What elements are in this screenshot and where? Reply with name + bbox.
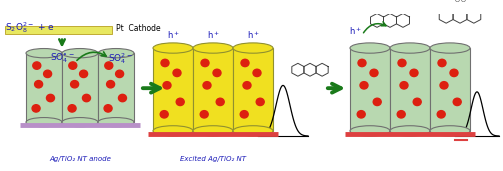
- Circle shape: [397, 111, 405, 118]
- Circle shape: [163, 82, 171, 89]
- Circle shape: [46, 94, 54, 102]
- Circle shape: [161, 59, 169, 67]
- Polygon shape: [430, 48, 470, 131]
- Text: $\mathregular{h^+}$: $\mathregular{h^+}$: [207, 29, 219, 41]
- Circle shape: [243, 82, 251, 89]
- Circle shape: [413, 98, 421, 106]
- Circle shape: [360, 82, 368, 89]
- Polygon shape: [350, 48, 390, 131]
- FancyBboxPatch shape: [5, 26, 112, 34]
- Ellipse shape: [153, 43, 193, 53]
- Circle shape: [450, 69, 458, 77]
- Circle shape: [70, 81, 78, 88]
- Circle shape: [160, 111, 168, 118]
- Polygon shape: [98, 53, 134, 122]
- Circle shape: [203, 82, 211, 89]
- Ellipse shape: [350, 43, 390, 53]
- Ellipse shape: [98, 49, 134, 58]
- Text: $\mathregular{SO_4^{\bullet-}}$: $\mathregular{SO_4^{\bullet-}}$: [50, 51, 74, 65]
- Circle shape: [176, 98, 184, 106]
- Ellipse shape: [62, 117, 98, 127]
- Text: $\mathregular{h^+}$: $\mathregular{h^+}$: [166, 29, 180, 41]
- Circle shape: [370, 69, 378, 77]
- Circle shape: [116, 70, 124, 78]
- Ellipse shape: [98, 117, 134, 127]
- Ellipse shape: [62, 49, 98, 58]
- Ellipse shape: [430, 43, 470, 53]
- Circle shape: [438, 59, 446, 67]
- Circle shape: [105, 62, 113, 69]
- Circle shape: [44, 70, 52, 78]
- Text: $\mathregular{SO_4^{2-}}$: $\mathregular{SO_4^{2-}}$: [108, 51, 132, 66]
- Circle shape: [398, 59, 406, 67]
- Polygon shape: [62, 53, 98, 122]
- Text: Pt  Cathode: Pt Cathode: [116, 24, 160, 33]
- Ellipse shape: [153, 126, 193, 136]
- Text: $\mathregular{S_2O_8^{2-}}$ + e: $\mathregular{S_2O_8^{2-}}$ + e: [5, 20, 55, 35]
- Ellipse shape: [430, 126, 470, 136]
- Circle shape: [241, 59, 249, 67]
- Circle shape: [69, 62, 77, 69]
- Ellipse shape: [350, 126, 390, 136]
- Circle shape: [33, 62, 41, 69]
- Ellipse shape: [233, 126, 273, 136]
- Circle shape: [253, 69, 261, 77]
- Circle shape: [440, 82, 448, 89]
- Circle shape: [104, 105, 112, 112]
- Ellipse shape: [26, 49, 62, 58]
- Circle shape: [437, 111, 445, 118]
- Circle shape: [357, 111, 365, 118]
- Polygon shape: [233, 48, 273, 131]
- Circle shape: [82, 94, 91, 102]
- Polygon shape: [390, 48, 430, 131]
- Circle shape: [216, 98, 224, 106]
- Polygon shape: [26, 53, 62, 122]
- Polygon shape: [193, 48, 233, 131]
- Ellipse shape: [390, 126, 430, 136]
- Circle shape: [410, 69, 418, 77]
- Text: O: O: [460, 0, 465, 3]
- Circle shape: [200, 111, 208, 118]
- Circle shape: [400, 82, 408, 89]
- Text: O: O: [455, 0, 460, 3]
- Circle shape: [453, 98, 461, 106]
- Circle shape: [35, 81, 43, 88]
- Text: Excited Ag/TiO₂ NT: Excited Ag/TiO₂ NT: [180, 156, 246, 162]
- Circle shape: [32, 105, 40, 112]
- Circle shape: [373, 98, 381, 106]
- Circle shape: [240, 111, 248, 118]
- Circle shape: [68, 105, 76, 112]
- Ellipse shape: [233, 43, 273, 53]
- Ellipse shape: [193, 126, 233, 136]
- Ellipse shape: [193, 43, 233, 53]
- Polygon shape: [153, 48, 193, 131]
- Circle shape: [107, 81, 115, 88]
- Circle shape: [173, 69, 181, 77]
- Text: Ag/TiO₂ NT anode: Ag/TiO₂ NT anode: [49, 156, 111, 162]
- Circle shape: [79, 70, 88, 78]
- Circle shape: [256, 98, 264, 106]
- Ellipse shape: [26, 117, 62, 127]
- Circle shape: [119, 94, 126, 102]
- Circle shape: [358, 59, 366, 67]
- Text: $\mathregular{h^+}$: $\mathregular{h^+}$: [246, 29, 260, 41]
- Text: $\mathregular{h^+}$: $\mathregular{h^+}$: [349, 25, 362, 37]
- Circle shape: [201, 59, 209, 67]
- Circle shape: [213, 69, 221, 77]
- Ellipse shape: [390, 43, 430, 53]
